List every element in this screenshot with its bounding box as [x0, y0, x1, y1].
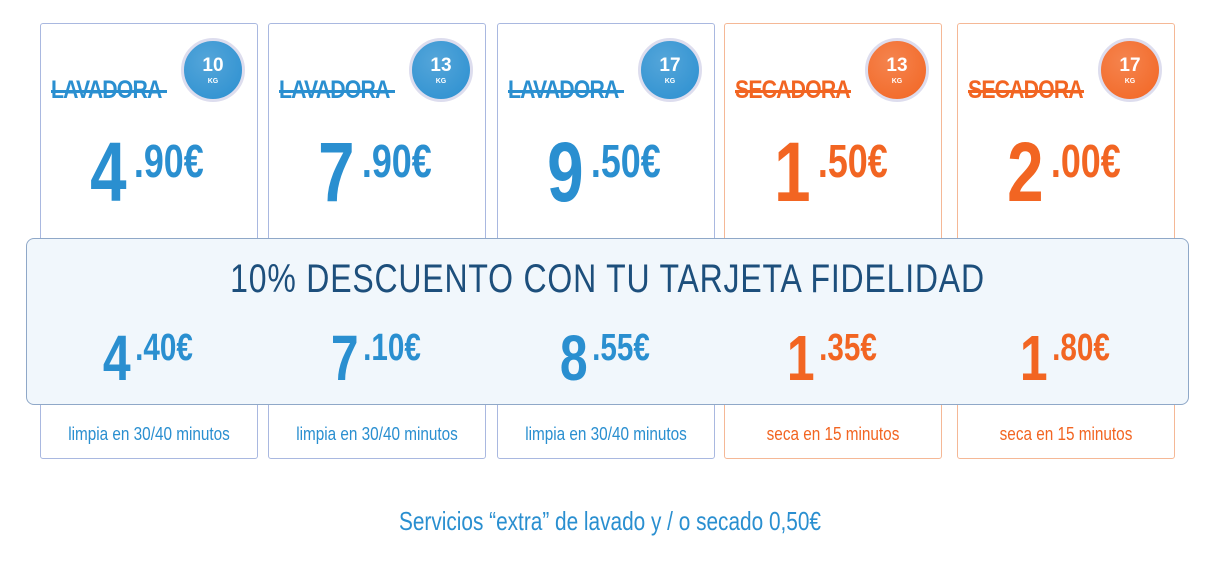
price: 2.00€ — [958, 124, 1174, 221]
badge-unit: KG — [664, 78, 676, 85]
badge-unit: KG — [1124, 78, 1136, 85]
weight-badge: 17 KG — [638, 38, 702, 102]
badge-number: 13 — [430, 55, 452, 76]
price-integer: 4 — [90, 125, 127, 219]
price: 7.90€ — [269, 124, 485, 221]
discount-decimal: .55€ — [591, 327, 650, 369]
title-underline — [735, 90, 851, 93]
price-integer: 7 — [318, 125, 355, 219]
badge-unit: KG — [891, 78, 903, 85]
price-decimal: .00€ — [1050, 135, 1121, 187]
discount-title: 10% DESCUENTO CON TU TARJETA FIDELIDAD — [230, 257, 985, 301]
title-underline — [508, 90, 624, 93]
discount-decimal: .10€ — [362, 327, 421, 369]
discount-integer: 8 — [560, 322, 588, 394]
price-decimal: .90€ — [133, 135, 204, 187]
price-integer: 9 — [547, 125, 584, 219]
discount-decimal: .40€ — [134, 327, 193, 369]
badge-unit: KG — [435, 78, 447, 85]
discount-price: 1.80€ — [958, 321, 1176, 395]
footer-note: Servicios “extra” de lavado y / o secado… — [398, 506, 821, 536]
weight-badge: 13 KG — [409, 38, 473, 102]
discount-price: 8.55€ — [498, 321, 716, 395]
discount-decimal: .80€ — [1051, 327, 1110, 369]
discount-decimal: .35€ — [818, 327, 877, 369]
price: 9.50€ — [498, 124, 714, 221]
discount-price: 7.10€ — [269, 321, 487, 395]
discount-integer: 7 — [331, 322, 359, 394]
badge-unit: KG — [207, 78, 219, 85]
price-decimal: .50€ — [817, 135, 888, 187]
price-integer: 2 — [1007, 125, 1044, 219]
discount-band: 10% DESCUENTO CON TU TARJETA FIDELIDAD 4… — [26, 238, 1189, 405]
weight-badge: 10 KG — [181, 38, 245, 102]
discount-integer: 1 — [1020, 322, 1048, 394]
discount-price: 1.35€ — [725, 321, 943, 395]
badge-number: 17 — [659, 55, 681, 76]
card-note: limpia en 30/40 minutos — [525, 424, 687, 444]
card-note: limpia en 30/40 minutos — [296, 424, 458, 444]
discount-integer: 4 — [103, 322, 131, 394]
badge-number: 17 — [1119, 55, 1141, 76]
price-decimal: .90€ — [361, 135, 432, 187]
title-underline — [279, 90, 395, 93]
price: 4.90€ — [41, 124, 257, 221]
title-underline — [968, 90, 1084, 93]
title-underline — [51, 90, 167, 93]
price-decimal: .50€ — [590, 135, 661, 187]
badge-number: 10 — [202, 55, 224, 76]
discount-price: 4.40€ — [41, 321, 259, 395]
weight-badge: 13 KG — [865, 38, 929, 102]
discount-integer: 1 — [787, 322, 815, 394]
card-note: seca en 15 minutos — [766, 424, 900, 444]
price: 1.50€ — [725, 124, 941, 221]
price-integer: 1 — [774, 125, 811, 219]
badge-number: 13 — [886, 55, 908, 76]
card-note: seca en 15 minutos — [999, 424, 1133, 444]
weight-badge: 17 KG — [1098, 38, 1162, 102]
card-note: limpia en 30/40 minutos — [68, 424, 230, 444]
